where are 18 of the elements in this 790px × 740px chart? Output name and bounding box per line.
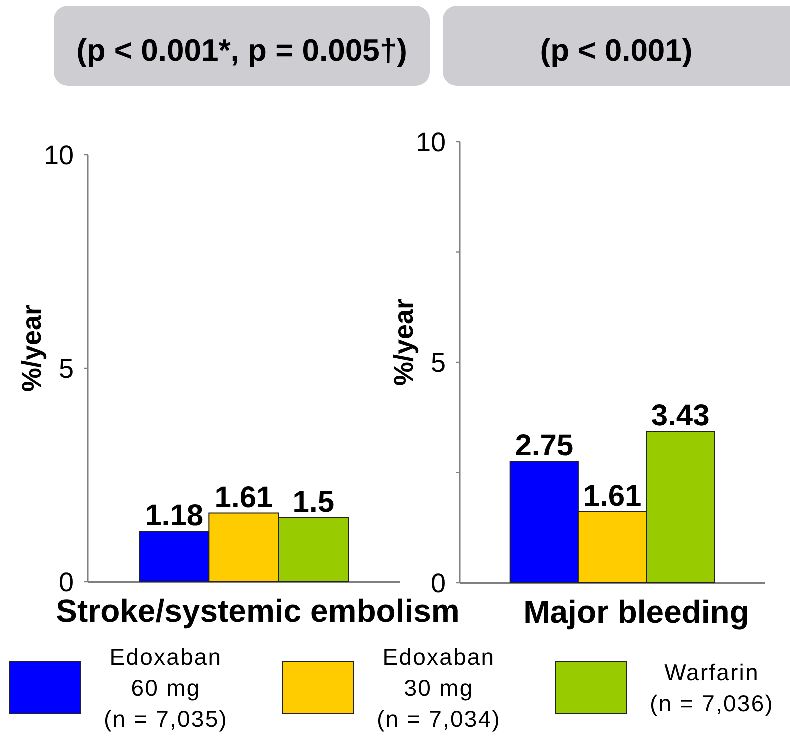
y-axis-title: %/year: [389, 298, 419, 386]
data-label: 1.5: [292, 486, 335, 519]
legend-label: Edoxaban 30 mg (n = 7,034): [377, 644, 501, 732]
data-label: 2.75: [515, 430, 574, 463]
chart-title: (p < 0.001*, p = 0.005†): [76, 33, 408, 68]
legend-label: Edoxaban 60 mg (n = 7,035): [104, 644, 228, 732]
y-axis-title: %/year: [17, 304, 47, 392]
chart-title: (p < 0.001): [540, 33, 693, 68]
y-tick-label: 5: [430, 348, 446, 378]
y-tick-label: 10: [416, 127, 446, 158]
y-tick-label: 5: [58, 354, 74, 384]
data-label: 3.43: [651, 400, 710, 433]
legend-label: Warfarin (n = 7,036): [650, 660, 774, 717]
x-tick-label: Major bleeding: [524, 594, 750, 630]
data-label: 1.18: [145, 500, 204, 533]
y-tick-label: 10: [44, 140, 74, 170]
data-label: 1.61: [214, 481, 274, 514]
data-label: 1.61: [583, 480, 642, 513]
